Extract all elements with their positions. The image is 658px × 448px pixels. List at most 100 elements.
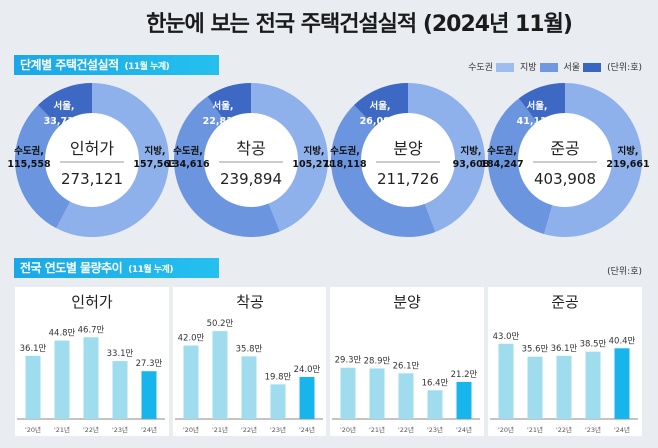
bar-value-label: 44.8만 <box>49 329 76 339</box>
label-seoul-name: 서울, <box>369 100 390 112</box>
label-seoul-value: 26,084 <box>360 116 397 127</box>
donut-slice-jibang <box>544 83 643 238</box>
donut-slice-sudo <box>488 83 565 235</box>
bar <box>556 355 572 419</box>
donut-slice-sudo <box>174 83 280 238</box>
section-header-stage: 단계별 주택건설실적 (11월 누계) <box>14 55 219 75</box>
donut-slice-jibang <box>251 83 328 232</box>
bar-value-label: 27.3만 <box>136 359 163 369</box>
label-jibang-value: 105,278 <box>292 159 336 170</box>
bar-value-label: 40.4만 <box>609 336 636 346</box>
x-tick-label: '22년 <box>241 425 257 434</box>
label-jibang-name: 지방, <box>617 145 638 157</box>
bar <box>340 367 356 419</box>
label-jibang-name: 지방, <box>303 145 324 157</box>
x-tick-label: '20년 <box>183 425 199 434</box>
bar-value-label: 26.1만 <box>393 361 420 371</box>
label-jibang-value: 157,563 <box>133 159 176 170</box>
donut-title: 인허가 <box>70 139 114 158</box>
bar <box>83 337 99 419</box>
bar <box>25 355 41 419</box>
bar-value-label: 36.1만 <box>20 344 47 354</box>
section-title: 전국 연도별 물량추이 <box>20 261 123 275</box>
bar-value-label: 35.6만 <box>522 345 549 355</box>
label-jibang-value: 219,661 <box>606 159 649 170</box>
bar <box>427 390 443 419</box>
legend-item: 수도권 <box>468 60 514 73</box>
page-title: 한눈에 보는 전국 주택건설실적 (2024년 11월) <box>146 12 573 37</box>
label-sudo-value: 115,558 <box>7 159 51 170</box>
x-tick-label: '20년 <box>498 425 514 434</box>
donut-total: 273,121 <box>61 170 123 188</box>
x-tick-label: '20년 <box>25 425 41 434</box>
x-tick-label: '22년 <box>398 425 414 434</box>
bar <box>527 356 543 419</box>
bar <box>456 381 472 419</box>
bar-chart-title: 준공 <box>551 293 579 311</box>
bar-chart-title: 착공 <box>236 293 264 311</box>
x-tick-label: '23년 <box>270 425 286 434</box>
donut-slice-jibang <box>408 83 485 232</box>
donut-title: 준공 <box>550 139 579 158</box>
donut-slice-jibang <box>56 83 170 237</box>
donut-total: 239,894 <box>220 170 282 188</box>
label-seoul-name: 서울, <box>53 100 74 112</box>
bar-value-label: 35.8만 <box>236 344 263 354</box>
label-jibang-name: 지방, <box>460 145 481 157</box>
section-title: 단계별 주택건설실적 <box>20 58 119 72</box>
label-sudo-value: 134,616 <box>166 159 210 170</box>
bar-value-label: 21.2만 <box>451 370 478 380</box>
x-tick-label: '22년 <box>83 425 99 434</box>
donut-title: 분양 <box>393 139 423 158</box>
donut-total: 403,908 <box>534 170 596 188</box>
x-tick-label: '22년 <box>556 425 572 434</box>
bar <box>398 373 414 419</box>
section-subtitle: (11월 누계) <box>128 265 173 275</box>
bar <box>270 384 286 419</box>
bar <box>141 371 157 419</box>
donut-center <box>361 113 455 207</box>
unit-label-2: (단위:호) <box>607 267 642 277</box>
label-jibang-name: 지방, <box>144 145 165 157</box>
legend: 수도권 지방 서울 (단위:호) <box>468 60 642 73</box>
bar <box>299 377 315 419</box>
label-sudo-value: 184,247 <box>480 159 523 170</box>
label-seoul-value: 41,116 <box>517 116 554 127</box>
label-sudo-value: 118,118 <box>323 159 367 170</box>
donut-slice-seoul <box>519 83 565 124</box>
bar-value-label: 28.9만 <box>364 356 391 366</box>
bar-chart-title: 분양 <box>393 293 421 311</box>
bar-chart-title: 인허가 <box>71 293 113 311</box>
bar-value-label: 42.0만 <box>178 334 205 344</box>
label-seoul-name: 서울, <box>526 100 547 112</box>
bar <box>112 361 128 419</box>
label-jibang-value: 93,608 <box>453 159 490 170</box>
bar-value-label: 19.8만 <box>265 372 292 382</box>
x-tick-label: '21년 <box>527 425 543 434</box>
label-sudo-name: 수도권, <box>330 145 360 157</box>
bar-value-label: 33.1만 <box>107 349 134 359</box>
bar-value-label: 50.2만 <box>207 319 234 329</box>
x-tick-label: '24년 <box>456 425 472 434</box>
bar <box>498 343 514 419</box>
x-tick-label: '21년 <box>54 425 70 434</box>
donut-center <box>45 113 139 207</box>
label-seoul-value: 22,813 <box>203 116 240 127</box>
donut-center <box>204 113 298 207</box>
x-tick-label: '23년 <box>585 425 601 434</box>
bar-value-label: 16.4만 <box>422 378 449 388</box>
bar <box>241 356 257 419</box>
label-sudo-name: 수도권, <box>487 145 517 157</box>
x-tick-label: '23년 <box>112 425 128 434</box>
section-header-yearly: 전국 연도별 물량추이 (11월 누계) <box>14 258 219 278</box>
label-seoul-value: 33,716 <box>44 116 81 127</box>
bar-value-label: 29.3만 <box>335 356 362 366</box>
x-tick-label: '24년 <box>614 425 630 434</box>
donut-title: 착공 <box>236 139 265 158</box>
bar-value-label: 24.0만 <box>294 365 321 375</box>
donut-slice-sudo <box>330 83 436 238</box>
bar-value-label: 43.0만 <box>493 332 520 342</box>
section-subtitle: (11월 누계) <box>124 62 170 72</box>
bar-value-label: 38.5만 <box>580 340 607 350</box>
